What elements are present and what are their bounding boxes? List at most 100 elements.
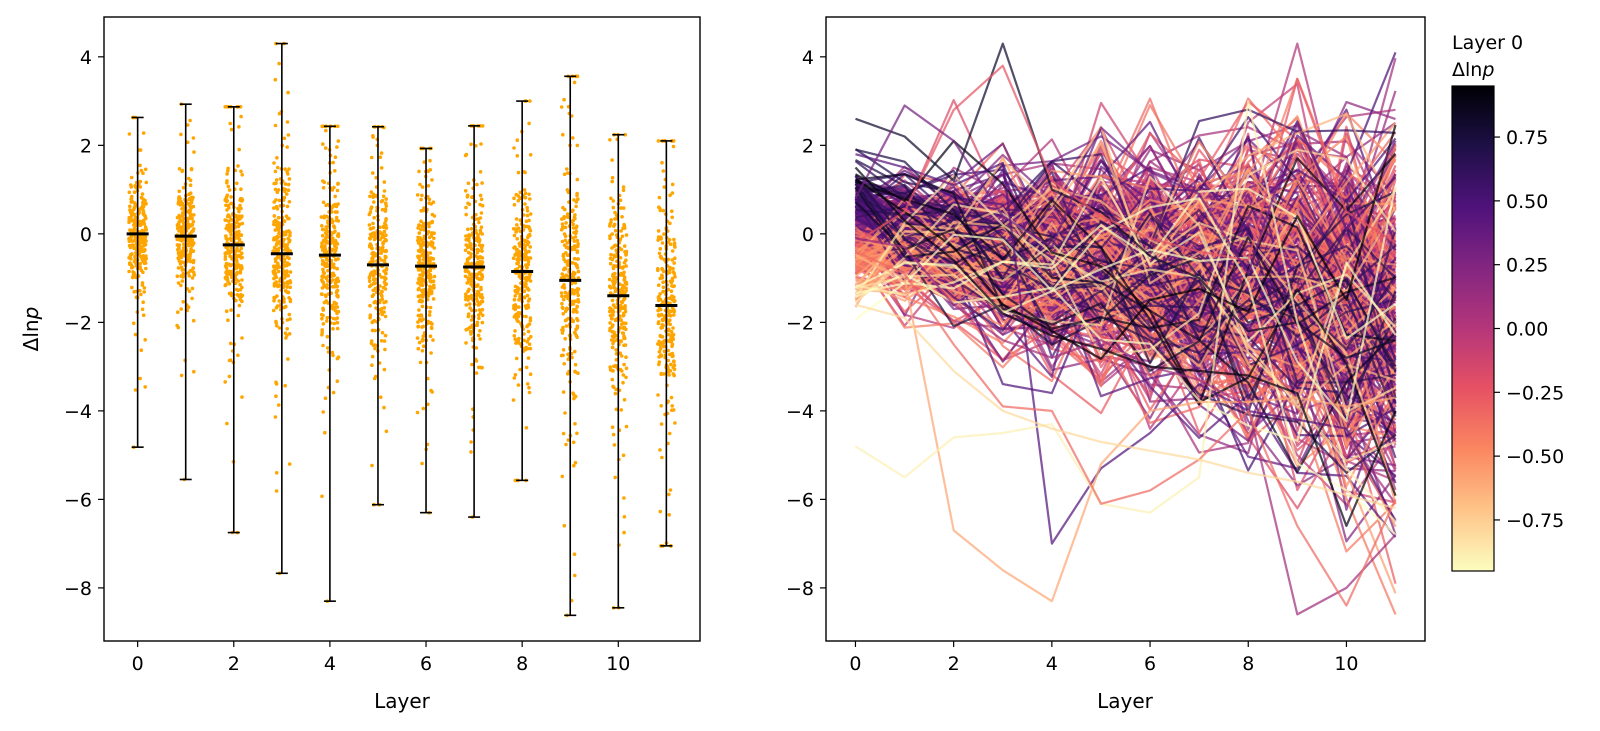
strip-point xyxy=(176,221,181,226)
strip-point xyxy=(187,210,192,215)
strip-point xyxy=(620,215,624,219)
strip-point xyxy=(373,346,377,351)
strip-point xyxy=(608,234,612,238)
y-tick-label: −6 xyxy=(786,489,814,511)
strip-point xyxy=(469,318,474,322)
strip-point xyxy=(274,489,279,493)
strip-point xyxy=(130,210,134,214)
strip-point xyxy=(226,203,231,208)
strip-point xyxy=(614,387,618,392)
strip-point xyxy=(383,314,388,319)
strip-point xyxy=(419,197,423,202)
strip-point xyxy=(562,172,567,177)
strip-point xyxy=(282,269,287,274)
strip-point xyxy=(559,227,564,232)
strip-point xyxy=(323,430,327,435)
strip-point xyxy=(576,293,580,298)
strip-point xyxy=(570,209,574,214)
strip-point xyxy=(283,289,288,293)
strip-point xyxy=(371,171,375,175)
strip-point xyxy=(379,199,384,204)
strip-point xyxy=(613,280,617,284)
strip-point xyxy=(420,283,425,288)
strip-point xyxy=(518,244,522,248)
strip-point xyxy=(575,335,579,340)
strip-point xyxy=(370,294,375,299)
strip-point xyxy=(477,237,482,242)
strip-point xyxy=(188,259,193,264)
strip-point xyxy=(378,307,383,312)
strip-point xyxy=(622,398,627,402)
strip-point xyxy=(139,348,144,353)
strip-point xyxy=(321,200,326,205)
trajectory-line xyxy=(855,175,1397,404)
strip-point xyxy=(559,291,564,295)
strip-point xyxy=(656,229,661,233)
strip-point xyxy=(612,385,616,390)
strip-point xyxy=(382,310,386,314)
strip-point xyxy=(611,199,616,203)
strip-point xyxy=(229,233,233,237)
strip-point xyxy=(335,234,340,238)
strip-point xyxy=(571,310,576,314)
strip-point xyxy=(224,265,229,269)
strip-point xyxy=(224,203,228,208)
strip-point xyxy=(614,317,618,322)
strip-point xyxy=(190,216,194,221)
trajectory-line xyxy=(854,64,1397,262)
strip-point xyxy=(670,278,675,283)
strip-point xyxy=(367,223,372,227)
strip-point xyxy=(288,280,293,285)
x-tick-label: 4 xyxy=(1046,653,1058,675)
strip-point xyxy=(321,322,326,326)
strip-point xyxy=(428,284,432,289)
colorbar-ticks: 0.75 0.50 0.25 0.00 −0.25 −0.50 −0.75 xyxy=(1494,127,1564,532)
strip-point xyxy=(468,233,472,238)
strip-point xyxy=(610,425,615,430)
strip-point xyxy=(475,250,480,255)
strip-point xyxy=(421,337,425,342)
strip-point xyxy=(563,290,568,295)
strip-point xyxy=(621,273,626,278)
strip-point xyxy=(622,260,627,265)
colorbar-tick-label: 0.00 xyxy=(1506,319,1548,341)
strip-point xyxy=(571,136,575,140)
strip-point xyxy=(622,496,626,500)
strip-point xyxy=(478,311,483,315)
strip-point xyxy=(513,288,517,293)
strip-point xyxy=(274,275,279,280)
strip-point xyxy=(572,463,576,468)
strip-point xyxy=(480,181,484,185)
strip-point xyxy=(560,222,565,226)
strip-point xyxy=(419,246,424,251)
strip-point xyxy=(226,213,231,217)
strip-point xyxy=(515,138,520,142)
trajectory-line xyxy=(854,194,1397,354)
strip-point xyxy=(518,190,523,195)
strip-point xyxy=(614,348,618,352)
strip-point xyxy=(382,189,387,193)
strip-point xyxy=(469,245,473,249)
strip-point xyxy=(420,304,425,309)
strip-point xyxy=(176,281,181,285)
strip-point xyxy=(659,256,664,260)
strip-point xyxy=(333,284,337,289)
strip-point xyxy=(656,139,661,143)
strip-point xyxy=(672,284,676,288)
strip-point xyxy=(287,229,291,233)
strip-point xyxy=(282,136,287,141)
strip-point xyxy=(561,390,566,394)
strip-point xyxy=(562,283,566,287)
strip-point xyxy=(329,264,334,269)
strip-point xyxy=(566,438,571,442)
strip-point xyxy=(235,181,239,186)
strip-point xyxy=(478,170,483,174)
strip-point xyxy=(236,224,241,229)
strip-point xyxy=(480,260,485,264)
strip-point xyxy=(282,248,287,252)
strip-point xyxy=(432,214,437,218)
strip-point xyxy=(621,331,626,336)
strip-point xyxy=(189,230,194,234)
strip-point xyxy=(527,121,531,126)
strip-point xyxy=(666,348,670,353)
